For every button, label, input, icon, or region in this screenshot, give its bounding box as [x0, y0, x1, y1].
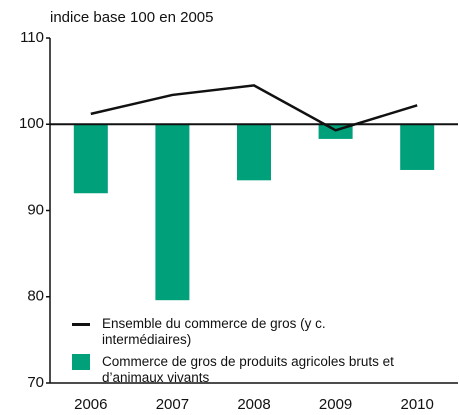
y-tick-label: 110 [20, 29, 44, 46]
axis-title: indice base 100 en 2005 [50, 9, 213, 26]
legend-label: Commerce de gros de produits agricoles b… [102, 354, 394, 385]
legend-label: Ensemble du commerce de gros (y c. inter… [102, 316, 326, 347]
line [90, 84, 418, 132]
y-tick-label: 90 [27, 201, 44, 218]
y-tick-label: 100 [19, 115, 44, 132]
bar [155, 124, 190, 301]
x-tick-label: 2007 [156, 396, 189, 413]
legend-swatch [72, 354, 90, 370]
bar [73, 124, 108, 194]
legend: Ensemble du commerce de gros (y c. inter… [72, 316, 452, 392]
x-tick-label: 2008 [237, 396, 270, 413]
x-tick-label: 2009 [319, 396, 352, 413]
legend-item: Commerce de gros de produits agricoles b… [72, 354, 452, 386]
x-tick-label: 2006 [74, 396, 107, 413]
y-tick-label: 70 [27, 374, 44, 391]
x-tick-label: 2010 [401, 396, 434, 413]
y-tick-label: 80 [27, 288, 44, 305]
legend-item: Ensemble du commerce de gros (y c. inter… [72, 316, 452, 348]
bar [400, 124, 435, 170]
legend-swatch [72, 323, 90, 326]
bar [237, 124, 271, 181]
